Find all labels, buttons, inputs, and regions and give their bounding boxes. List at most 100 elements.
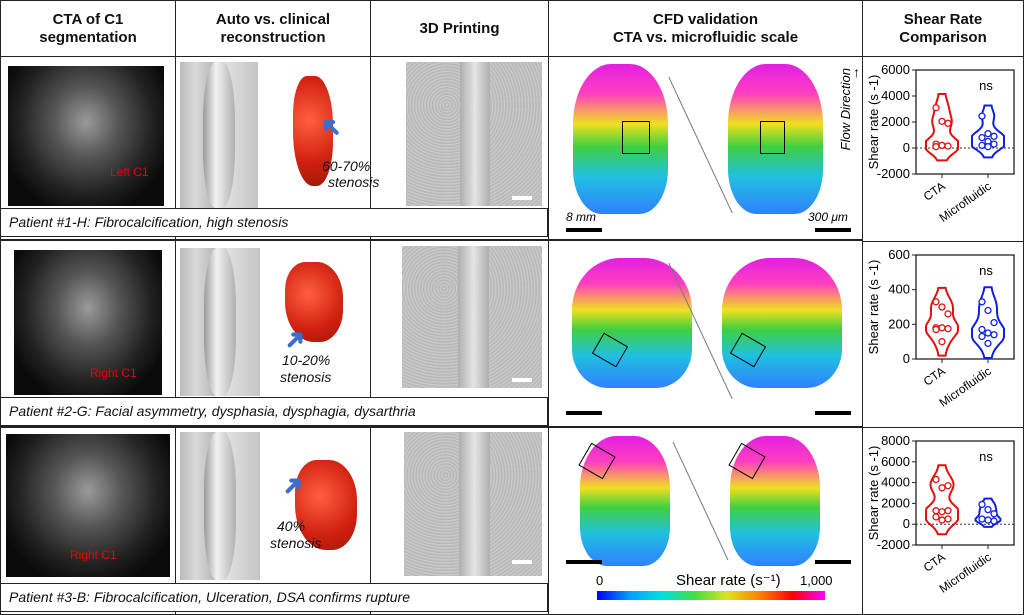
- significance-label: ns: [979, 449, 993, 464]
- data-point: [984, 143, 992, 151]
- plot-frame: [915, 254, 1015, 360]
- y-tick-label: 4000: [881, 475, 910, 490]
- patient-caption: Patient #2-G: Facial asymmetry, dysphasi…: [0, 397, 548, 426]
- stenosis-label: stenosis: [270, 535, 322, 551]
- auto-reconstruction-image: [180, 62, 258, 208]
- data-point: [932, 325, 940, 334]
- stenosis-label: stenosis: [280, 369, 332, 385]
- y-tick-label: 6000: [881, 454, 910, 469]
- header-reconstruction: Auto vs. clinical reconstruction: [175, 0, 371, 57]
- violin-chart-patient-2: 0 200 400 600 Shear rate (s -1) ns CTAMicroflu…: [866, 247, 1015, 410]
- violin-cta: [925, 286, 959, 357]
- header-text: Shear Rate: [903, 10, 983, 28]
- data-point: [984, 516, 992, 524]
- data-point: [932, 475, 940, 484]
- data-point: [978, 112, 986, 120]
- data-point: [938, 141, 946, 150]
- data-point: [984, 306, 992, 315]
- stenosis-label: stenosis: [328, 174, 380, 190]
- y-axis-label: Shear rate (s -1): [866, 260, 881, 355]
- scale-label: 300 μm: [808, 210, 848, 224]
- y-tick-label: 400: [888, 282, 910, 297]
- flow-direction-label: Flow Direction: [838, 68, 853, 151]
- data-point: [938, 303, 946, 311]
- colorbar-max-label: 1,000: [800, 573, 833, 588]
- ct-scan-image: [14, 250, 162, 395]
- row-divider: [0, 426, 863, 428]
- stenosis-label: 10-20%: [282, 352, 331, 368]
- data-point: [990, 318, 998, 327]
- data-point: [984, 130, 992, 138]
- auto-reconstruction-image: [180, 432, 260, 580]
- plot-frame: [915, 440, 1015, 546]
- data-point: [938, 508, 946, 516]
- violin-microfluidic: [971, 104, 1005, 159]
- auto-reconstruction-image: [180, 248, 260, 396]
- data-point: [978, 141, 986, 150]
- ct-label: Right C1: [90, 366, 137, 380]
- stenosis-label: 40%: [277, 518, 306, 534]
- x-tick-label: CTA: [921, 364, 948, 389]
- scale-bar: [566, 560, 602, 564]
- data-point: [944, 142, 952, 150]
- header-text: CTA vs. microfluidic scale: [612, 28, 799, 46]
- stenosis-label: 60-70%: [322, 158, 371, 174]
- scale-bar: [815, 560, 851, 564]
- y-axis-label: Shear rate (s -1): [866, 446, 881, 541]
- data-point: [944, 507, 952, 515]
- data-point: [978, 298, 986, 306]
- data-point: [944, 325, 952, 333]
- stenosis-box: [622, 121, 650, 154]
- cfd-cta-image: [572, 258, 692, 388]
- header-text: 3D Printing: [419, 19, 500, 37]
- y-tick-label: 0: [903, 140, 910, 155]
- cfd-cta-image: [573, 64, 668, 214]
- data-point: [944, 515, 952, 523]
- cfd-microfluidic-image: [728, 64, 823, 214]
- scale-bar: [815, 228, 851, 232]
- clinical-reconstruction-model: [295, 460, 357, 550]
- ct-scan-image: [6, 434, 170, 577]
- data-point: [944, 119, 952, 127]
- x-tick-label: Microfluidic: [937, 179, 994, 225]
- scale-bar: [512, 196, 532, 200]
- header-cta: CTA of C1 segmentation: [0, 0, 176, 57]
- data-point: [938, 516, 946, 524]
- data-point: [984, 339, 992, 348]
- data-point: [984, 329, 992, 337]
- patient-caption: Patient #1-H: Fibrocalcification, high s…: [0, 208, 548, 237]
- plot-frame: [915, 69, 1015, 175]
- data-point: [938, 338, 946, 346]
- scale-bar: [566, 411, 602, 415]
- data-point: [932, 513, 940, 521]
- header-3d-printing: 3D Printing: [370, 0, 549, 57]
- clinical-reconstruction-model: [285, 262, 343, 342]
- data-point: [978, 515, 986, 523]
- data-point: [978, 500, 986, 509]
- y-axis-label: Shear rate (s -1): [866, 75, 881, 170]
- data-point: [990, 331, 998, 339]
- stenosis-box: [760, 121, 785, 154]
- y-tick-label: 8000: [881, 433, 910, 448]
- scale-bar: [512, 378, 532, 382]
- y-tick-label: 2000: [881, 495, 910, 510]
- header-text: CTA of C1: [52, 10, 124, 28]
- data-point: [938, 484, 946, 492]
- violin-cta: [925, 93, 959, 162]
- header-text: CFD validation: [652, 10, 758, 28]
- colorbar: [597, 591, 825, 600]
- y-tick-label: 600: [888, 247, 910, 262]
- flow-arrow-icon: ↑: [853, 64, 860, 80]
- data-point: [990, 517, 998, 525]
- x-tick-label: CTA: [921, 179, 948, 204]
- y-tick-label: 0: [903, 351, 910, 366]
- y-tick-label: 200: [888, 316, 910, 331]
- colorbar-title: Shear rate (s⁻¹): [676, 572, 781, 589]
- scale-bar: [566, 228, 602, 232]
- data-point: [932, 143, 940, 151]
- data-point: [944, 482, 952, 490]
- data-point: [990, 510, 998, 518]
- 3d-print-image: [402, 246, 542, 388]
